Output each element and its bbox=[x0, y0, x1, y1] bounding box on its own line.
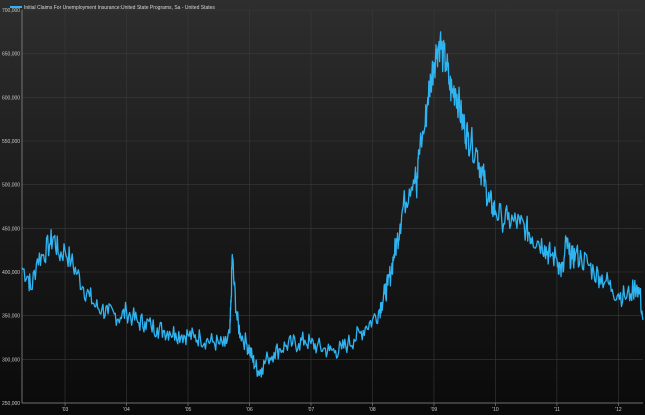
legend: Initial Claims For Unemployment Insuranc… bbox=[10, 5, 215, 11]
y-tick-label: 450,000 bbox=[2, 226, 20, 232]
y-tick-label: 300,000 bbox=[2, 357, 20, 363]
x-tick-label: '07 bbox=[308, 407, 315, 413]
grid bbox=[22, 9, 643, 404]
x-tick-label: '04 bbox=[123, 407, 130, 413]
x-tick-label: '11 bbox=[554, 407, 560, 413]
y-tick-label: 650,000 bbox=[2, 52, 20, 58]
y-tick-label: 350,000 bbox=[2, 314, 20, 320]
y-tick-label: 600,000 bbox=[2, 95, 20, 101]
x-tick-label: '06 bbox=[246, 407, 253, 413]
axes: 250,000 300,000 350,000 400,000 450,000 500,0… bbox=[2, 8, 643, 413]
y-tick-label: 700,000 bbox=[2, 8, 20, 14]
x-tick-label: '12 bbox=[615, 407, 622, 413]
legend-label: Initial Claims For Unemployment Insuranc… bbox=[24, 5, 215, 11]
x-tick-label: '10 bbox=[492, 407, 499, 413]
x-tick-label: '03 bbox=[62, 407, 69, 413]
series-line bbox=[21, 31, 644, 378]
x-tick-label: '08 bbox=[369, 407, 376, 413]
series-layer bbox=[21, 31, 644, 378]
y-tick-label: 500,000 bbox=[2, 183, 20, 189]
y-tick-label: 550,000 bbox=[2, 139, 20, 145]
y-tick-label: 250,000 bbox=[2, 401, 20, 407]
y-tick-label: 400,000 bbox=[2, 270, 20, 276]
x-tick-label: '09 bbox=[431, 407, 438, 413]
x-tick-label: '05 bbox=[185, 407, 192, 413]
